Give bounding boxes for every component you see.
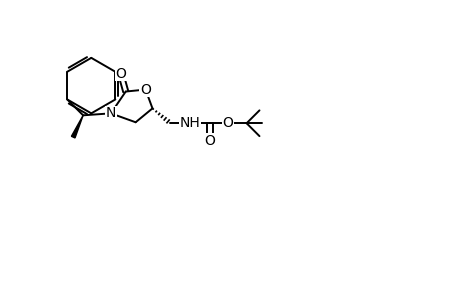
Text: O: O: [222, 116, 233, 130]
Polygon shape: [71, 115, 83, 138]
Text: O: O: [115, 67, 126, 81]
Text: O: O: [140, 82, 151, 97]
Text: NH: NH: [179, 116, 200, 130]
Text: N: N: [106, 106, 116, 120]
Text: O: O: [204, 134, 215, 148]
